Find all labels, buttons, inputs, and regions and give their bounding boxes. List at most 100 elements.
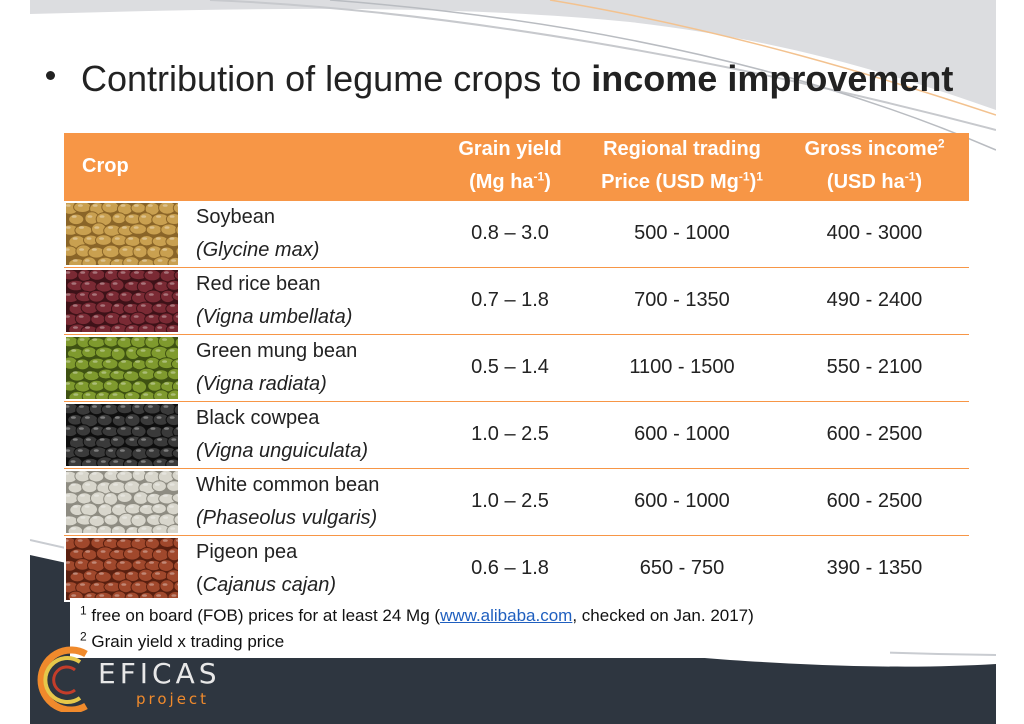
income-unit-exp: -1 [904,169,916,184]
table-row: Pigeon pea (Cajanus cajan) 0.6 – 1.8 650 - … [64,534,969,602]
trading-price-cell: 600 - 1000 [584,467,780,535]
crop-image-cell [64,467,178,535]
grain-yield-cell: 1.0 – 2.5 [436,400,584,468]
crop-common-name: Black cowpea [196,406,320,429]
bullet-icon [46,70,55,80]
title-emphasis: income improvement [591,58,954,99]
header-grain-yield: Grain yield (Mg ha-1) [436,133,584,200]
alibaba-link[interactable]: www.alibaba.com [440,606,573,625]
gross-income-cell: 550 - 2100 [780,333,969,401]
crop-latin-name: (Vigna radiata) [196,368,436,401]
income-label: Gross income [804,138,938,161]
trading-price-cell: 500 - 1000 [584,199,780,267]
crop-latin-text: (Vigna radiata) [196,372,327,395]
header-income-line2: (USD ha-1) [780,166,969,199]
grain-yield-cell: 1.0 – 2.5 [436,467,584,535]
footnote-2: 2 Grain yield x trading price [80,629,880,655]
yield-unit-close: ) [544,171,551,194]
crop-latin-name: (Cajanus cajan) [196,569,436,602]
crop-latin-name: (Phaseolus vulgaris) [196,502,436,535]
crop-common-name: White common bean [196,473,380,496]
crop-name-cell: Black cowpea (Vigna unguiculata) [178,400,436,468]
crop-latin-paren: ( [196,573,203,596]
income-footnote-ref: 2 [937,136,945,151]
crop-common-name: Pigeon pea [196,540,298,563]
crop-latin-text: (Vigna umbellata) [196,305,353,328]
slide-title: Contribution of legume crops to income i… [46,58,953,100]
crop-image-cell [64,266,178,334]
footnote-1-marker: 1 [80,603,87,618]
soybean-photo [66,202,178,265]
footnote-2-text: Grain yield x trading price [86,632,285,651]
header-grain-yield-line2: (Mg ha-1) [436,166,584,199]
trading-price-cell: 700 - 1350 [584,266,780,334]
trading-price-cell: 650 - 750 [584,534,780,602]
price-unit-exp: -1 [738,169,750,184]
footnotes: 1 free on board (FOB) prices for at leas… [70,598,890,658]
footnote-1-tail: , checked on Jan. 2017) [572,606,754,625]
grain-yield-cell: 0.5 – 1.4 [436,333,584,401]
income-unit-close: ) [915,171,923,194]
header-income-line1: Gross income2 [780,133,969,166]
crop-latin-text: Cajanus cajan) [202,573,337,596]
crop-image-cell [64,534,178,602]
table-header-row: Crop Grain yield (Mg ha-1) Regional trad… [64,133,969,200]
crop-common-name: Green mung bean [196,339,358,362]
table-row: White common bean (Phaseolus vulgaris) 1.0… [64,467,969,535]
yield-unit-exp: -1 [533,169,545,184]
logo-name: EFICAS [98,657,221,690]
slide: Contribution of legume crops to income i… [30,0,996,724]
mung-bean-photo [66,336,178,399]
crop-name-cell: White common bean (Phaseolus vulgaris) [178,467,436,535]
table-row: Red rice bean (Vigna umbellata) 0.7 – 1.8 7… [64,266,969,334]
header-crop: Crop [64,133,436,200]
grain-yield-cell: 0.7 – 1.8 [436,266,584,334]
gross-income-cell: 600 - 2500 [780,400,969,468]
gross-income-cell: 490 - 2400 [780,266,969,334]
header-price-line2: Price (USD Mg-1)1 [584,166,780,199]
grain-yield-cell: 0.8 – 3.0 [436,199,584,267]
price-unit-close: ) [749,171,757,194]
white-bean-photo [66,470,178,533]
footnote-1: 1 free on board (FOB) prices for at leas… [80,603,880,629]
crop-latin-name: (Vigna unguiculata) [196,435,436,468]
crop-image-cell [64,400,178,468]
crop-image-cell [64,333,178,401]
crop-latin-text: (Vigna unguiculata) [196,439,368,462]
header-price-line1: Regional trading [603,138,761,161]
header-gross-income: Gross income2 (USD ha-1) [780,133,969,200]
crop-name-cell: Pigeon pea (Cajanus cajan) [178,534,436,602]
trading-price-cell: 1100 - 1500 [584,333,780,401]
title-prefix: Contribution of legume crops to [81,58,592,99]
crop-image-cell [64,199,178,267]
footnote-1-text: free on board (FOB) prices for at least … [86,606,441,625]
trading-price-cell: 600 - 1000 [584,400,780,468]
crop-name-cell: Soybean (Glycine max) [178,199,436,267]
table-row: Black cowpea (Vigna unguiculata) 1.0 – 2.5… [64,400,969,468]
grain-yield-cell: 0.6 – 1.8 [436,534,584,602]
header-grain-yield-line1: Grain yield [458,138,562,161]
footnote-2-marker: 2 [80,629,87,644]
pigeon-pea-photo [66,537,178,600]
price-unit: Price (USD Mg [601,171,739,194]
crop-latin-text: (Phaseolus vulgaris) [196,506,378,529]
crop-name-cell: Red rice bean (Vigna umbellata) [178,266,436,334]
black-cowpea-photo [66,403,178,466]
price-footnote-ref: 1 [756,169,763,184]
crop-latin-name: (Glycine max) [196,234,436,267]
red-rice-bean-photo [66,269,178,332]
legume-income-table: Crop Grain yield (Mg ha-1) Regional trad… [64,133,969,602]
eficas-logo-icon [37,646,88,712]
crop-latin-name: (Vigna umbellata) [196,301,436,334]
header-trading-price: Regional trading Price (USD Mg-1)1 [584,133,780,200]
gross-income-cell: 600 - 2500 [780,467,969,535]
logo-subtitle: project [136,690,210,708]
crop-common-name: Soybean [196,205,275,228]
yield-unit: (Mg ha [469,171,534,194]
crop-common-name: Red rice bean [196,272,321,295]
table-row: Green mung bean (Vigna radiata) 0.5 – 1.4 1… [64,333,969,401]
crop-latin-text: (Glycine max) [196,238,320,261]
income-unit: (USD ha [826,171,905,194]
table-row: Soybean (Glycine max) 0.8 – 3.0 500 - 1000 4… [64,199,969,267]
gross-income-cell: 390 - 1350 [780,534,969,602]
